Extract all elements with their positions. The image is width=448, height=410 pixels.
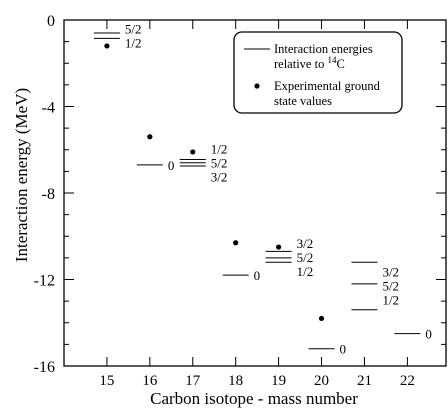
x-tick-label: 15 [99,373,114,389]
y-tick-label: -12 [34,273,55,290]
x-tick-label: 20 [314,373,329,389]
y-axis-label: Interaction energy (MeV) [12,88,31,262]
legend-dot-text-2: state values [274,94,332,108]
x-tick-label: 19 [271,373,286,389]
experimental-point [318,315,325,322]
legend-dot-marker [254,83,260,89]
level-label: 3/2 [211,170,228,185]
level-label: 5/2 [211,156,228,171]
x-tick-label: 22 [400,373,415,389]
level-label: 0 [340,342,347,357]
experimental-point [190,149,196,155]
level-label: 1/2 [211,142,228,157]
level-label: 1/2 [297,264,314,279]
chart-marks: 5/21/201/25/23/203/25/21/203/25/21/20 [93,22,432,357]
x-tick-label: 18 [228,373,243,389]
level-label: 0 [425,327,432,342]
legend: Interaction energies relative to 14C Exp… [233,31,403,114]
x-tick-label: 16 [142,373,158,389]
x-tick-label: 17 [185,373,201,389]
y-tick-label: -16 [34,359,55,376]
level-label: 5/2 [125,22,142,37]
plot-area: 15 16 17 18 19 20 21 22 0 -4 -8 -12 -16 [34,13,447,389]
level-label: 0 [254,268,261,283]
experimental-point [233,240,239,246]
legend-line-text-1: Interaction energies [274,42,373,56]
legend-superscript: 14 [327,55,337,65]
y-tick-label: 0 [47,13,55,30]
legend-relative-text: relative to [274,57,327,71]
level-label: 1/2 [382,292,399,307]
experimental-point [276,244,282,250]
experimental-point [104,43,110,49]
level-label: 0 [168,158,175,173]
legend-line-text-2: relative to 14C [274,55,345,71]
level-label: 3/2 [382,264,399,279]
x-tick-label: 21 [357,373,372,389]
y-tick-label: -8 [42,186,55,203]
legend-box [233,31,403,114]
experimental-point [147,134,153,140]
y-tick-label: -4 [42,100,55,117]
x-axis-label: Carbon isotope - mass number [150,389,358,408]
level-label: 3/2 [297,236,314,251]
legend-dot-text-1: Experimental ground [274,79,381,93]
legend-element: C [336,57,344,71]
level-label: 5/2 [297,250,314,265]
level-label: 5/2 [382,278,399,293]
level-label: 1/2 [125,36,142,51]
